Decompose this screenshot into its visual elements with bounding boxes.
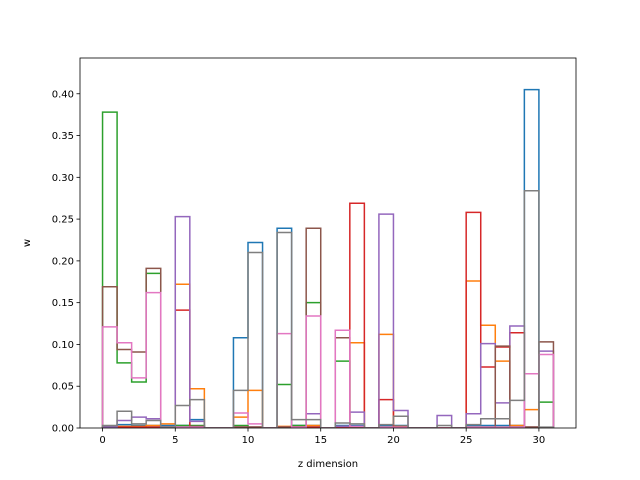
y-tick-label: 0.20 xyxy=(52,256,74,267)
x-tick-label: 15 xyxy=(314,435,327,446)
series-7-outline xyxy=(101,189,555,428)
plot-background xyxy=(80,58,576,428)
x-tick-label: 0 xyxy=(99,435,105,446)
y-tick-label: 0.35 xyxy=(52,131,74,142)
y-tick-label: 0.00 xyxy=(52,424,74,435)
y-tick-label: 0.05 xyxy=(52,382,74,393)
y-tick-label: 0.15 xyxy=(52,298,74,309)
y-tick-label: 0.25 xyxy=(52,215,74,226)
x-tick-label: 30 xyxy=(533,435,546,446)
y-axis-ticks: 0.00 0.05 0.10 0.15 0.20 0.25 0.30 0.35 0.40 xyxy=(52,89,80,435)
x-axis-ticks: 0 5 10 15 20 25 30 xyxy=(99,428,545,446)
series-6-outline xyxy=(101,291,555,428)
y-tick-label: 0.40 xyxy=(52,89,74,100)
x-tick-label: 5 xyxy=(172,435,178,446)
y-axis-label: w xyxy=(22,239,33,247)
x-tick-label: 20 xyxy=(387,435,400,446)
x-tick-label: 25 xyxy=(460,435,473,446)
x-axis-label: z dimension xyxy=(298,459,358,470)
y-tick-label: 0.30 xyxy=(52,173,74,184)
y-tick-label: 0.10 xyxy=(52,340,74,351)
axes-layer xyxy=(79,57,577,429)
plot-frame xyxy=(79,57,577,429)
x-tick-label: 10 xyxy=(242,435,255,446)
